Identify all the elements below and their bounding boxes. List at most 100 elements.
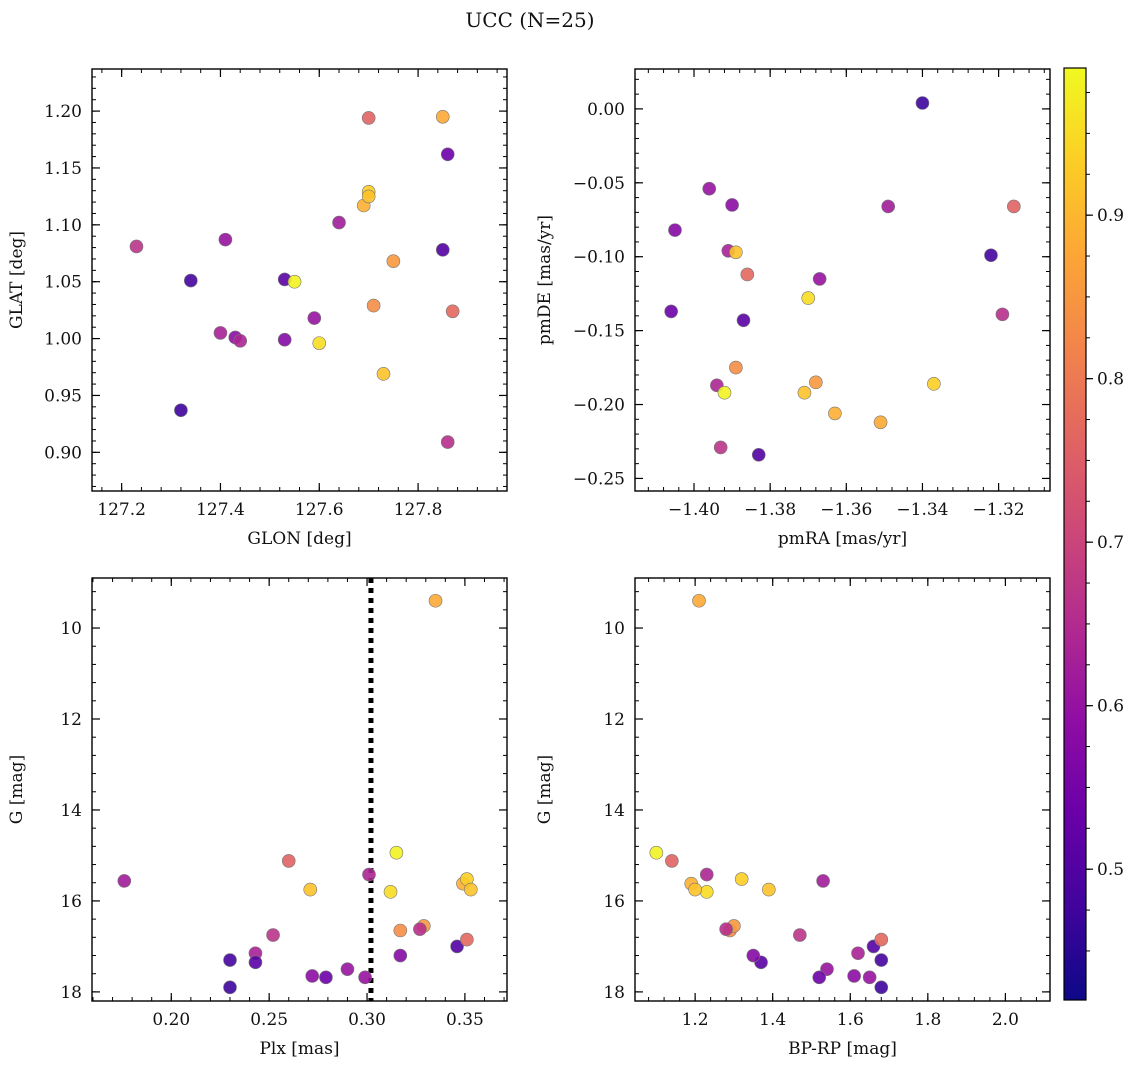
scatter-point xyxy=(389,845,404,860)
scatter-point xyxy=(440,147,455,162)
scatter-point xyxy=(881,199,895,214)
y-tick-label: 10 xyxy=(60,619,82,639)
x-axis-label: pmRA [mas/yr] xyxy=(778,529,907,549)
y-axis-label: G [mag] xyxy=(535,755,555,824)
scatter-point xyxy=(862,970,877,985)
scatter-point xyxy=(435,243,450,257)
x-tick-label: 127.6 xyxy=(295,500,344,520)
y-tick-label: 1.15 xyxy=(44,159,82,179)
scatter-point xyxy=(174,403,188,418)
scatter-point xyxy=(762,882,776,897)
scatter-point xyxy=(828,406,842,421)
scatter-point xyxy=(319,970,333,985)
scatter-point xyxy=(751,447,766,462)
panel-parallax-magnitude: 0.20 0.25 0.30 0.35 10 12 14 16 18 Plx [mas] G [ma… xyxy=(7,577,508,1059)
x-tick-label: 1.2 xyxy=(682,1010,709,1030)
y-tick-label: −0.25 xyxy=(573,469,625,489)
scatter-point xyxy=(874,980,889,995)
scatter-point xyxy=(719,922,733,936)
scatter-point xyxy=(729,360,743,375)
scatter-point xyxy=(366,298,381,313)
scatter-point xyxy=(233,334,248,348)
panel-proper-motion: −1.40 −1.38 −1.36 −1.34 −1.32 −0.25 −0.20 −0.15… xyxy=(535,68,1051,549)
x-tick-label: −1.38 xyxy=(744,500,796,520)
panel-color-magnitude: 1.2 1.4 1.6 1.8 2.0 10 12 14 16 18 BP-RP [mag] G [m… xyxy=(535,577,1051,1059)
scatter-point xyxy=(809,375,823,390)
y-tick-label: 1.20 xyxy=(44,102,82,122)
scatter-point xyxy=(702,181,717,196)
scatter-point xyxy=(692,593,706,608)
y-tick-label: 14 xyxy=(60,801,82,821)
y-tick-label: −0.05 xyxy=(573,174,625,194)
scatter-point xyxy=(312,336,327,350)
colorbar-tick-label: 0.5 xyxy=(1097,860,1124,880)
scatter-point xyxy=(266,928,280,942)
x-axis-label: Plx [mas] xyxy=(259,1039,339,1059)
scatter-point xyxy=(915,96,930,110)
scatter-point xyxy=(801,291,816,305)
x-axis-label: BP-RP [mag] xyxy=(788,1039,897,1059)
scatter-point xyxy=(184,273,198,288)
scatter-point xyxy=(851,946,865,961)
x-tick-label: 127.2 xyxy=(97,500,146,520)
x-tick-label: −1.36 xyxy=(820,500,872,520)
scatter-point xyxy=(413,922,427,936)
scatter-point xyxy=(445,304,460,319)
x-tick-label: 1.4 xyxy=(759,1010,786,1030)
scatter-point xyxy=(248,955,263,970)
x-axis-label: GLON [deg] xyxy=(247,529,351,549)
y-tick-label: 1.05 xyxy=(44,273,82,293)
scatter-point xyxy=(287,274,302,289)
scatter-point xyxy=(307,311,322,325)
scatter-point xyxy=(812,272,827,286)
y-tick-label: 12 xyxy=(603,710,625,730)
scatter-point xyxy=(664,304,678,319)
scatter-point xyxy=(223,953,237,967)
scatter-point xyxy=(129,239,144,254)
x-tick-label: 0.25 xyxy=(250,1010,288,1030)
y-tick-label: 10 xyxy=(603,619,625,639)
colorbar: 0.5 0.6 0.7 0.8 0.9 xyxy=(1063,67,1124,1001)
scatter-point xyxy=(725,198,739,212)
scatter-point xyxy=(277,332,292,347)
plot-frame xyxy=(91,577,508,1002)
y-tick-label: 0.95 xyxy=(44,386,82,406)
panel-sky: 127.2 127.4 127.6 127.8 0.90 0.95 1.00 1.05 1.10… xyxy=(7,68,508,549)
colorbar-tick-label: 0.8 xyxy=(1097,370,1124,390)
y-tick-label: −0.10 xyxy=(573,248,625,268)
scatter-point xyxy=(797,385,812,400)
scatter-point xyxy=(340,962,355,976)
scatter-point xyxy=(874,932,889,947)
scatter-point xyxy=(383,885,398,899)
scatter-point xyxy=(460,932,474,947)
scatter-point xyxy=(362,867,376,882)
scatter-point xyxy=(740,267,755,282)
x-tick-label: 0.20 xyxy=(152,1010,190,1030)
scatter-point xyxy=(463,882,478,897)
colorbar-tick-label: 0.7 xyxy=(1097,533,1124,553)
scatter-point xyxy=(393,948,408,963)
y-tick-label: 16 xyxy=(60,892,82,912)
scatter-point xyxy=(812,970,827,985)
y-tick-label: 18 xyxy=(603,983,625,1003)
scatter-point xyxy=(358,970,372,985)
scatter-point xyxy=(668,223,682,237)
scatter-point xyxy=(713,440,728,455)
scatter-point xyxy=(117,874,132,888)
y-tick-label: −0.15 xyxy=(573,322,625,342)
scatter-point xyxy=(386,254,401,269)
scatter-point xyxy=(847,969,861,983)
scatter-point xyxy=(649,845,664,860)
colorbar-gradient xyxy=(1063,67,1087,1001)
y-tick-label: 0.00 xyxy=(587,100,625,120)
scatter-point xyxy=(874,953,889,967)
scatter-point xyxy=(332,215,346,230)
y-tick-label: 1.10 xyxy=(44,216,82,236)
y-axis-label: G [mag] xyxy=(7,755,27,824)
scatter-point xyxy=(793,928,807,942)
scatter-point xyxy=(376,367,391,381)
scatter-point xyxy=(361,189,376,204)
scatter-point xyxy=(927,377,941,391)
y-tick-label: 14 xyxy=(603,801,625,821)
